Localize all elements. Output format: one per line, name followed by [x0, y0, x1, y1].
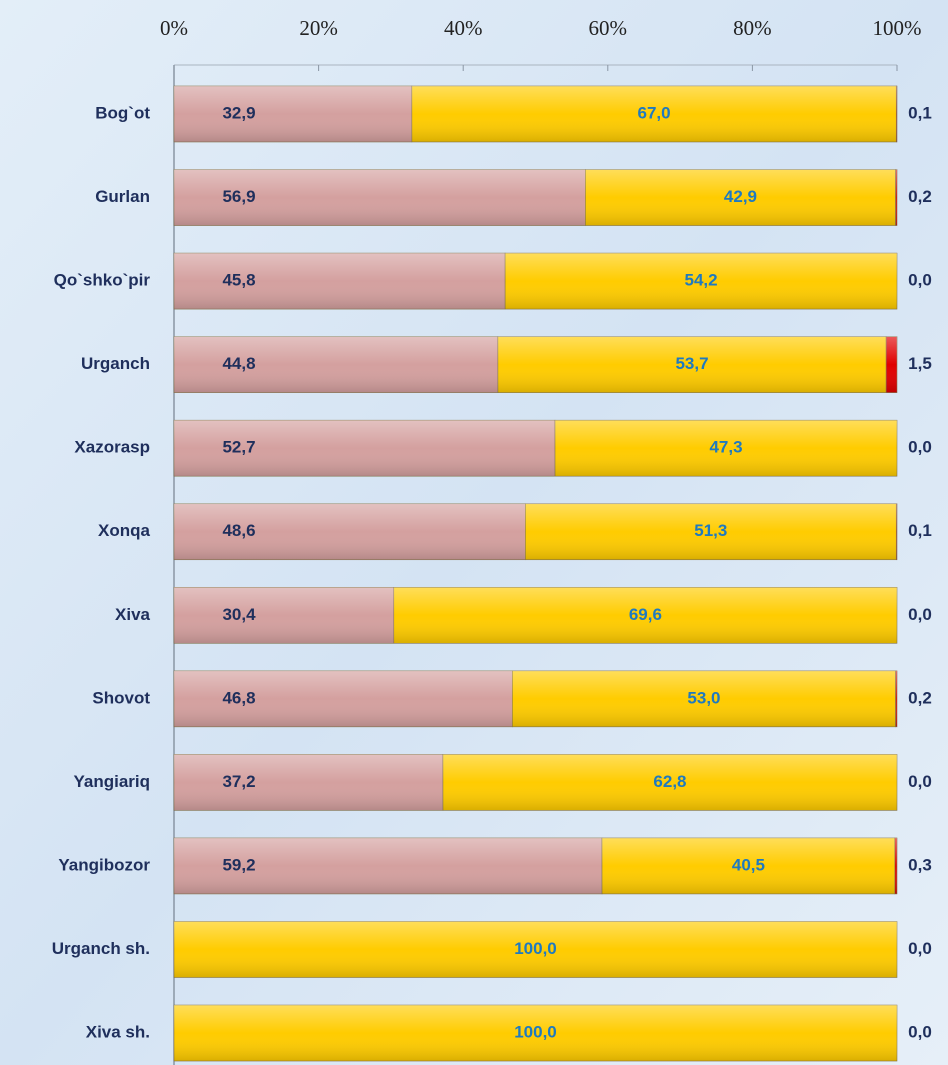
x-tick-label: 40% — [444, 16, 483, 40]
bar-shade — [497, 336, 887, 393]
value-label: 0,0 — [908, 438, 932, 457]
bar-shade — [512, 670, 896, 727]
x-tick-label: 20% — [299, 16, 338, 40]
value-label: 51,3 — [694, 521, 727, 540]
category-label: Xiva sh. — [86, 1023, 150, 1042]
bar-shade — [174, 503, 526, 560]
bar-shade — [174, 1005, 897, 1062]
value-label: 47,3 — [709, 438, 742, 457]
value-label: 45,8 — [222, 271, 255, 290]
value-label: 0,0 — [908, 772, 932, 791]
bar-shade — [174, 837, 603, 894]
bar-shade — [585, 169, 896, 226]
value-label: 0,3 — [908, 855, 932, 874]
bar-shade — [555, 420, 897, 477]
value-label: 40,5 — [732, 855, 765, 874]
value-label: 100,0 — [514, 939, 557, 958]
bar-shade — [174, 921, 897, 978]
category-label: Xonqa — [98, 521, 150, 540]
category-label: Xiva — [115, 605, 151, 624]
x-tick-label: 60% — [589, 16, 628, 40]
value-label: 62,8 — [653, 772, 686, 791]
value-label: 1,5 — [908, 354, 932, 373]
category-label: Yangiariq — [73, 772, 150, 791]
value-label: 56,9 — [222, 187, 255, 206]
value-label: 30,4 — [222, 605, 256, 624]
bar-shade — [174, 86, 412, 142]
value-label: 0,2 — [908, 187, 932, 206]
category-label: Urganch — [81, 354, 150, 373]
bar-shade — [411, 86, 897, 142]
value-label: 100,0 — [514, 1023, 557, 1042]
category-label: Yangibozor — [58, 855, 150, 874]
value-label: 53,0 — [687, 688, 720, 707]
value-label: 67,0 — [638, 103, 671, 122]
bar-shade — [886, 336, 897, 393]
value-label: 0,1 — [908, 521, 932, 540]
bar-shade — [895, 670, 897, 727]
bar-shade — [895, 169, 897, 226]
value-label: 0,2 — [908, 688, 932, 707]
category-label: Gurlan — [95, 187, 150, 206]
bar-shade — [602, 837, 895, 894]
bar-shade — [174, 169, 586, 226]
bar-shade — [894, 837, 897, 894]
bar-shade — [174, 587, 394, 644]
category-label: Xazorasp — [74, 438, 150, 457]
category-label: Qo`shko`pir — [54, 271, 151, 290]
bar-shade — [174, 670, 513, 727]
bar-shade — [525, 503, 897, 560]
bar-shade — [174, 336, 498, 393]
bar-shade — [174, 754, 443, 811]
bar-shade — [896, 86, 897, 142]
bar-shade — [174, 253, 506, 310]
bar-shade — [393, 587, 897, 644]
value-label: 44,8 — [222, 354, 255, 373]
value-label: 0,0 — [908, 1023, 932, 1042]
x-tick-label: 80% — [733, 16, 772, 40]
value-label: 59,2 — [222, 855, 255, 874]
value-label: 32,9 — [222, 103, 255, 122]
value-label: 0,0 — [908, 271, 932, 290]
value-label: 0,0 — [908, 939, 932, 958]
bar-shade — [442, 754, 897, 811]
category-label: Urganch sh. — [52, 939, 150, 958]
bar-shade — [505, 253, 897, 310]
x-tick-label: 0% — [160, 16, 188, 40]
value-label: 53,7 — [675, 354, 708, 373]
bar-shade — [174, 420, 556, 477]
value-label: 54,2 — [685, 271, 718, 290]
value-label: 37,2 — [222, 772, 255, 791]
value-label: 52,7 — [222, 438, 255, 457]
x-tick-label: 100% — [873, 16, 922, 40]
category-label: Shovot — [92, 688, 150, 707]
value-label: 69,6 — [629, 605, 662, 624]
value-label: 48,6 — [222, 521, 255, 540]
value-label: 46,8 — [222, 688, 255, 707]
category-label: Bog`ot — [95, 103, 150, 122]
value-label: 0,0 — [908, 605, 932, 624]
value-label: 42,9 — [724, 187, 757, 206]
value-label: 0,1 — [908, 103, 932, 122]
bar-shade — [896, 503, 897, 560]
